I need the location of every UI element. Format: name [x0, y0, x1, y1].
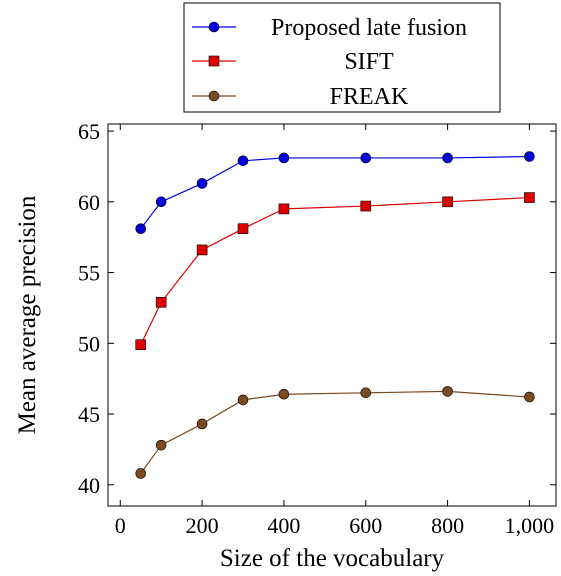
data-point-2: [196, 178, 208, 189]
data-point-0: [135, 468, 147, 479]
x-tick-label: 600: [349, 513, 382, 538]
x-tick-label: 800: [431, 513, 464, 538]
data-point-0: [135, 223, 147, 234]
data-point-3: [237, 155, 249, 167]
legend-swatch-marker: [208, 55, 220, 67]
data-point-1: [155, 196, 167, 208]
data-point-5: [360, 152, 372, 164]
series-line: [140, 390, 530, 474]
series-proposed-late-fusion: [135, 151, 535, 234]
series-sift: [135, 192, 535, 351]
x-tick-label: 1,000: [505, 513, 555, 538]
x-tick-label: 0: [115, 513, 126, 538]
y-axis-label: Mean average precision: [14, 195, 41, 434]
data-point-2: [196, 244, 208, 256]
legend-frame: [183, 2, 501, 113]
legend-label: SIFT: [344, 49, 394, 75]
data-point-0: [135, 339, 147, 351]
x-tick-label: 200: [186, 513, 219, 538]
legend-label: FREAK: [330, 84, 409, 110]
data-point-6: [442, 386, 453, 397]
data-point-6: [442, 196, 453, 208]
data-point-4: [278, 203, 290, 215]
legend-label: Proposed late fusion: [271, 15, 467, 41]
y-tick-label: 45: [78, 402, 100, 427]
legend-entry: SIFT: [192, 49, 394, 75]
data-point-7: [524, 192, 535, 203]
data-point-7: [524, 391, 535, 403]
data-point-7: [524, 151, 535, 162]
y-tick-label: 65: [78, 119, 100, 144]
series-line: [140, 196, 530, 345]
x-axis-label: Size of the vocabulary: [220, 545, 445, 572]
legend-swatch-marker: [208, 90, 220, 102]
data-point-5: [360, 387, 372, 399]
data-point-1: [155, 296, 167, 308]
data-point-4: [278, 388, 290, 400]
y-tick-label: 55: [78, 261, 100, 286]
data-point-4: [278, 152, 290, 164]
axis-ticks: 0 200 400 600 800 1,000 40 45 50 55 60 65: [78, 119, 556, 538]
y-tick-label: 60: [78, 190, 100, 215]
y-tick-label: 40: [78, 473, 100, 498]
data-point-3: [237, 394, 249, 406]
series-line: [140, 155, 530, 230]
x-tick-label: 400: [267, 513, 300, 538]
data-point-6: [442, 152, 453, 164]
data-point-2: [196, 418, 208, 430]
series-layer: [135, 151, 535, 479]
legend-swatch-marker: [208, 21, 220, 33]
data-point-1: [155, 439, 167, 451]
data-point-3: [237, 223, 249, 234]
legend-entry: FREAK: [192, 84, 409, 110]
y-tick-label: 50: [78, 331, 100, 356]
plot-frame: [107, 123, 557, 507]
data-point-5: [360, 200, 372, 212]
legend: Proposed late fusion SIFT FREAK: [183, 2, 501, 113]
series-freak: [135, 386, 535, 479]
legend-entry: Proposed late fusion: [192, 15, 467, 41]
